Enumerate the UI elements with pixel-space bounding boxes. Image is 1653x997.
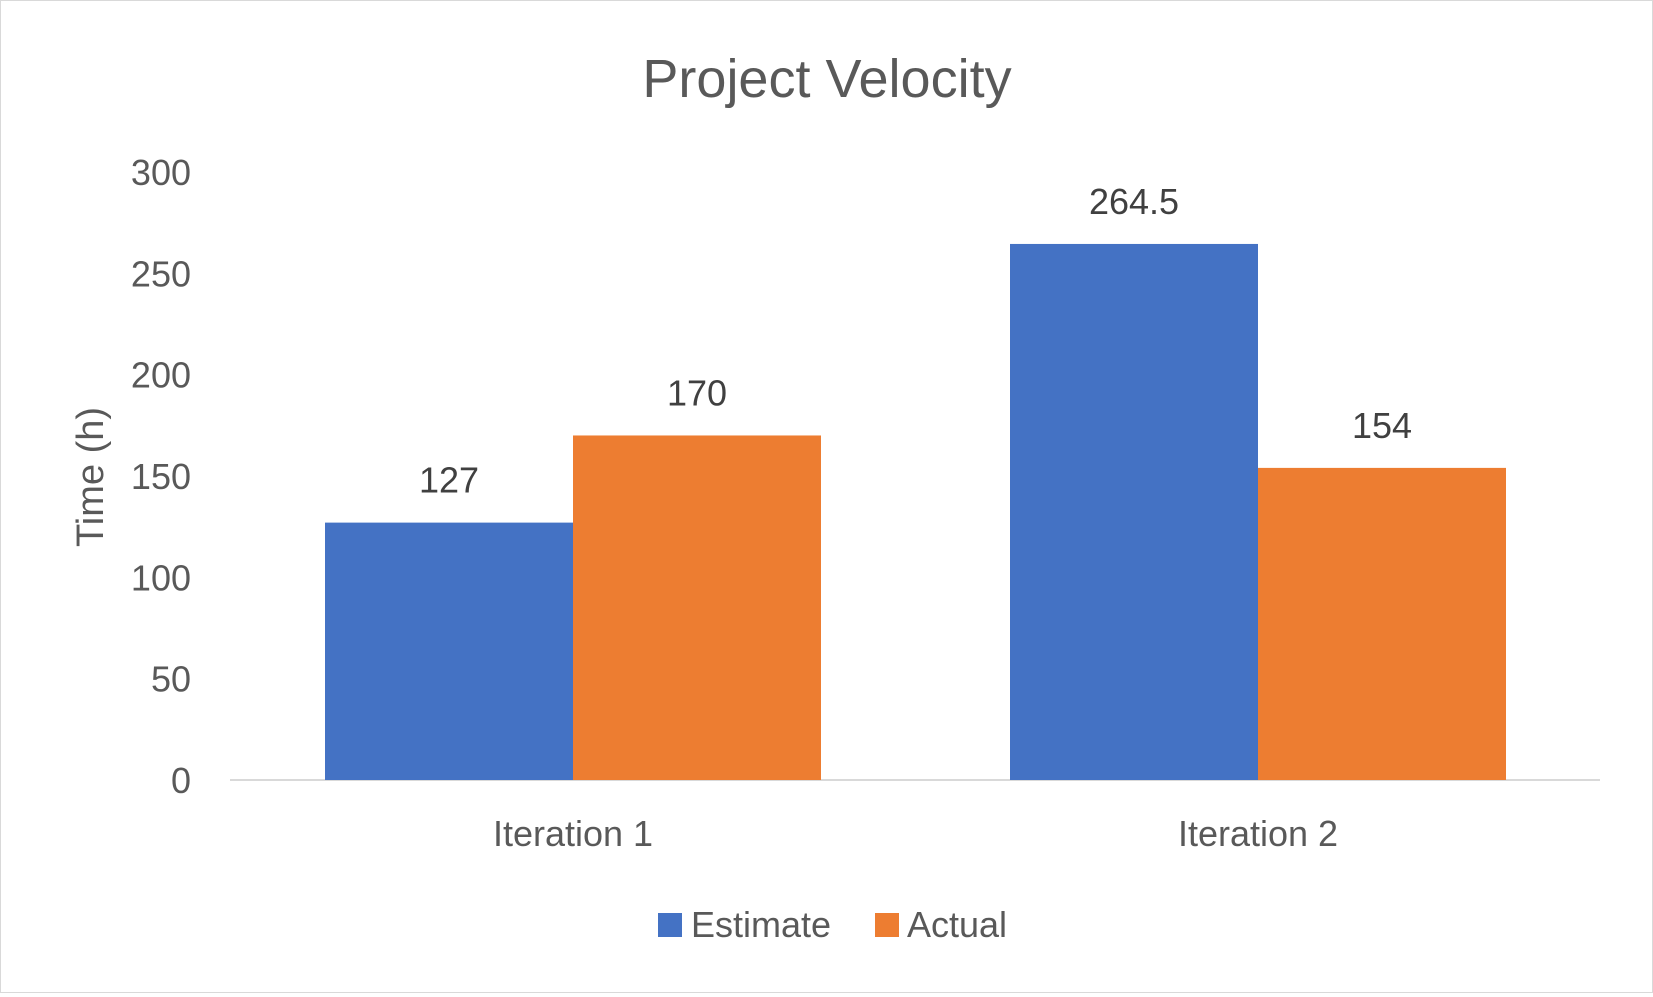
y-axis-ticks: 0 50 100 150 200 250 300 xyxy=(131,152,191,801)
y-axis-label: Time (h) xyxy=(70,407,112,547)
y-tick-label: 300 xyxy=(131,152,191,193)
legend-swatch-estimate xyxy=(658,913,682,937)
data-label-actual-2: 154 xyxy=(1352,405,1412,446)
y-tick-label: 150 xyxy=(131,456,191,497)
bar-estimate-1 xyxy=(325,522,573,780)
y-tick-label: 250 xyxy=(131,253,191,294)
chart-title: Project Velocity xyxy=(642,49,1011,109)
bar-actual-2 xyxy=(1258,467,1506,780)
x-axis-ticks: Iteration 1 Iteration 2 xyxy=(493,813,1338,854)
y-tick-label: 200 xyxy=(131,355,191,396)
legend-swatch-actual xyxy=(875,913,899,937)
y-tick-label: 100 xyxy=(131,557,191,598)
legend-label-actual: Actual xyxy=(907,904,1007,945)
data-labels: 127 170 264.5 154 xyxy=(419,181,1412,501)
x-tick-label: Iteration 1 xyxy=(493,813,653,854)
x-tick-label: Iteration 2 xyxy=(1178,813,1338,854)
bars xyxy=(325,243,1506,781)
legend-label-estimate: Estimate xyxy=(691,904,831,945)
y-tick-label: 50 xyxy=(151,659,191,700)
legend: Estimate Actual xyxy=(658,904,1007,945)
bar-actual-1 xyxy=(573,435,821,780)
data-label-estimate-1: 127 xyxy=(419,460,479,501)
bar-estimate-2 xyxy=(1010,243,1258,781)
data-label-actual-1: 170 xyxy=(667,372,727,413)
data-label-estimate-2: 264.5 xyxy=(1089,181,1179,222)
y-tick-label: 0 xyxy=(171,760,191,801)
